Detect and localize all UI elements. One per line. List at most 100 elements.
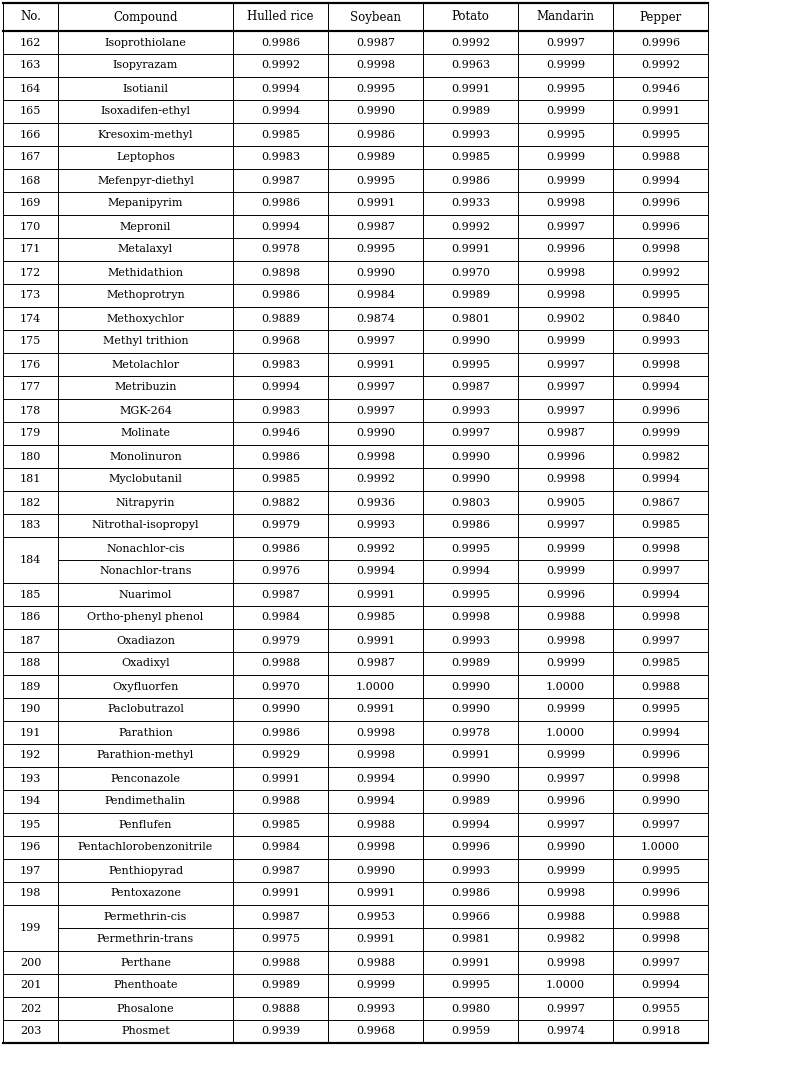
Text: 0.9991: 0.9991 [451,750,490,760]
Text: 0.9991: 0.9991 [451,245,490,254]
Text: 0.9985: 0.9985 [356,613,395,622]
Text: 0.9980: 0.9980 [451,1004,490,1013]
Text: 193: 193 [20,773,41,783]
Text: Kresoxim-methyl: Kresoxim-methyl [98,130,193,140]
Text: Nuarimol: Nuarimol [119,590,172,600]
Text: 191: 191 [20,727,41,737]
Text: 0.9978: 0.9978 [261,245,300,254]
Text: 0.9985: 0.9985 [451,153,490,163]
Text: 0.9984: 0.9984 [261,613,300,622]
Text: 0.9985: 0.9985 [641,658,680,668]
Text: 0.9992: 0.9992 [451,37,490,47]
Text: Nitrapyrin: Nitrapyrin [115,498,175,508]
Text: 0.9991: 0.9991 [356,590,395,600]
Text: 0.9840: 0.9840 [641,313,680,323]
Text: Parathion-methyl: Parathion-methyl [97,750,194,760]
Text: 0.9983: 0.9983 [261,153,300,163]
Text: Oxadiazon: Oxadiazon [116,636,175,645]
Text: Potato: Potato [451,11,489,24]
Text: 171: 171 [20,245,41,254]
Text: Myclobutanil: Myclobutanil [108,475,182,485]
Text: 0.9994: 0.9994 [261,83,300,94]
Text: 0.9986: 0.9986 [261,199,300,209]
Text: 0.9994: 0.9994 [641,176,680,186]
Text: 0.9999: 0.9999 [641,428,680,439]
Text: 0.9988: 0.9988 [356,958,395,968]
Text: 0.9997: 0.9997 [546,819,585,830]
Text: 0.9997: 0.9997 [641,567,680,577]
Text: 0.9867: 0.9867 [641,498,680,508]
Text: Methoxychlor: Methoxychlor [107,313,184,323]
Text: 173: 173 [20,290,41,300]
Text: 0.9995: 0.9995 [356,83,395,94]
Text: 0.9997: 0.9997 [546,1004,585,1013]
Text: 0.9991: 0.9991 [356,889,395,899]
Text: 0.9970: 0.9970 [451,268,490,277]
Text: 0.9992: 0.9992 [641,60,680,71]
Text: 0.9985: 0.9985 [261,130,300,140]
Text: 0.9987: 0.9987 [451,382,490,392]
Text: 0.9999: 0.9999 [546,866,585,876]
Text: 0.9990: 0.9990 [546,843,585,853]
Text: Methidathion: Methidathion [108,268,184,277]
Text: 0.9985: 0.9985 [641,521,680,531]
Text: 0.9888: 0.9888 [261,1004,300,1013]
Text: 168: 168 [20,176,41,186]
Text: 0.9996: 0.9996 [641,405,680,415]
Text: 180: 180 [20,451,41,462]
Text: 0.9986: 0.9986 [451,889,490,899]
Text: 176: 176 [20,359,41,369]
Text: 0.9995: 0.9995 [641,704,680,714]
Text: 202: 202 [20,1004,41,1013]
Text: 0.9968: 0.9968 [261,336,300,346]
Text: 0.9998: 0.9998 [356,451,395,462]
Text: 0.9982: 0.9982 [546,935,585,945]
Text: 0.9990: 0.9990 [451,336,490,346]
Text: 0.9997: 0.9997 [356,405,395,415]
Text: 0.9989: 0.9989 [451,658,490,668]
Text: 199: 199 [20,923,41,933]
Text: 0.9996: 0.9996 [546,590,585,600]
Text: 0.9999: 0.9999 [546,176,585,186]
Text: 188: 188 [20,658,41,668]
Text: 0.9990: 0.9990 [356,268,395,277]
Text: 0.9987: 0.9987 [261,912,300,922]
Text: 0.9999: 0.9999 [546,544,585,554]
Text: 0.9989: 0.9989 [356,153,395,163]
Text: 0.9987: 0.9987 [356,658,395,668]
Text: 0.9998: 0.9998 [356,60,395,71]
Text: Penflufen: Penflufen [119,819,172,830]
Text: 0.9988: 0.9988 [546,912,585,922]
Text: 0.9994: 0.9994 [641,981,680,990]
Text: 0.9996: 0.9996 [641,37,680,47]
Text: 183: 183 [20,521,41,531]
Text: 0.9974: 0.9974 [546,1026,585,1036]
Text: 0.9968: 0.9968 [356,1026,395,1036]
Text: 0.9983: 0.9983 [261,405,300,415]
Text: 0.9999: 0.9999 [356,981,395,990]
Text: 182: 182 [20,498,41,508]
Text: Pentoxazone: Pentoxazone [110,889,181,899]
Text: 0.9993: 0.9993 [451,866,490,876]
Text: 177: 177 [20,382,41,392]
Text: Penconazole: Penconazole [111,773,181,783]
Text: 0.9990: 0.9990 [451,451,490,462]
Text: Monolinuron: Monolinuron [109,451,182,462]
Text: 0.9994: 0.9994 [641,382,680,392]
Text: 186: 186 [20,613,41,622]
Text: 0.9939: 0.9939 [261,1026,300,1036]
Text: 0.9966: 0.9966 [451,912,490,922]
Text: 0.9988: 0.9988 [641,153,680,163]
Text: 194: 194 [20,796,41,807]
Text: 0.9997: 0.9997 [641,819,680,830]
Text: 0.9998: 0.9998 [641,773,680,783]
Text: 0.9987: 0.9987 [261,590,300,600]
Text: 0.9997: 0.9997 [546,773,585,783]
Text: 0.9933: 0.9933 [451,199,490,209]
Text: 200: 200 [20,958,41,968]
Text: 0.9998: 0.9998 [356,727,395,737]
Text: 0.9996: 0.9996 [641,199,680,209]
Text: Nonachlor-cis: Nonachlor-cis [106,544,184,554]
Text: 0.9991: 0.9991 [261,889,300,899]
Text: 165: 165 [20,107,41,117]
